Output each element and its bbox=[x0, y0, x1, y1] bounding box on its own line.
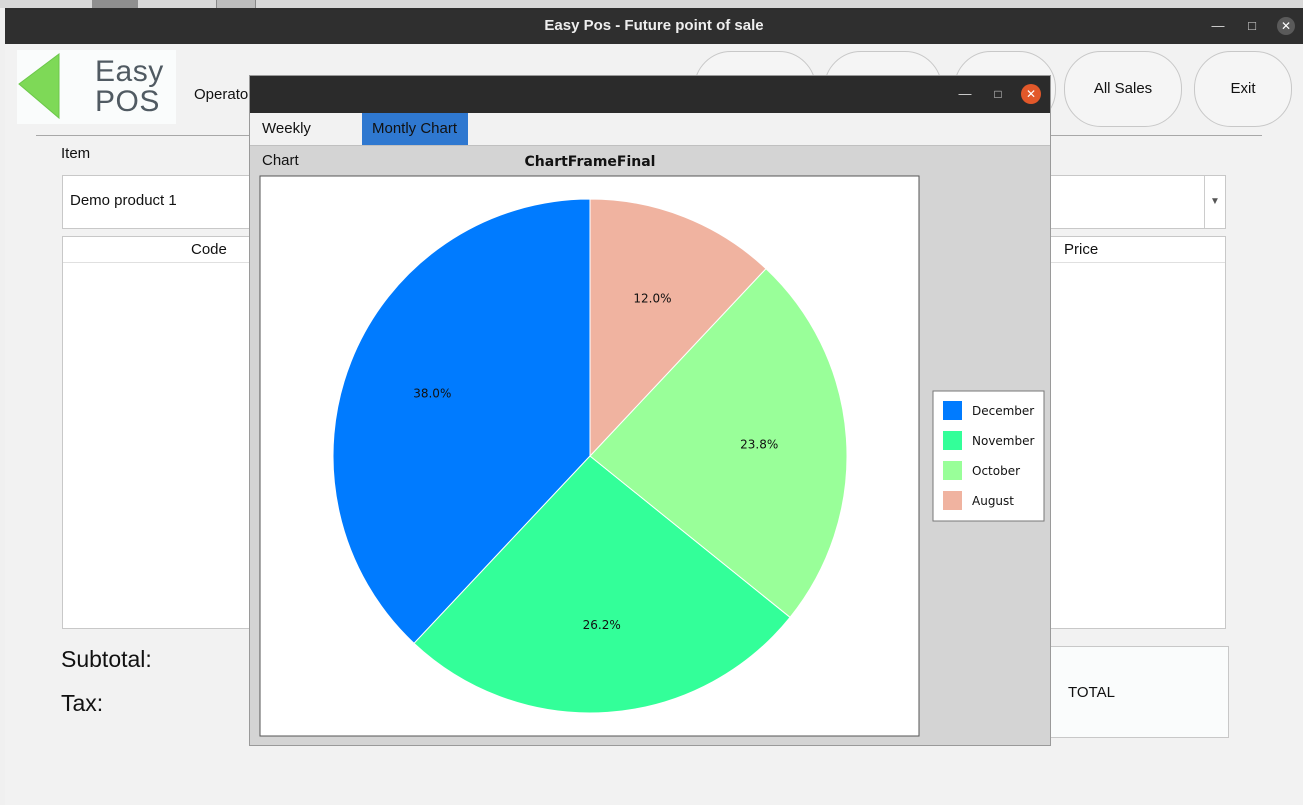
tab-monthly-chart[interactable]: Montly Chart bbox=[362, 113, 468, 145]
legend-swatch-november bbox=[943, 431, 962, 450]
tab-weekly-chart[interactable]: Weekly Chart bbox=[262, 120, 311, 169]
close-icon[interactable]: ✕ bbox=[1277, 17, 1295, 35]
subtotal-label: Subtotal: bbox=[61, 646, 152, 672]
legend-label-october: October bbox=[972, 464, 1020, 478]
legend-label-december: December bbox=[972, 404, 1034, 418]
window-titlebar[interactable]: Easy Pos - Future point of sale — □ ✕ bbox=[5, 8, 1303, 44]
legend-swatch-october bbox=[943, 461, 962, 480]
total-box: TOTAL bbox=[1046, 646, 1229, 738]
tax-label: Tax: bbox=[61, 690, 104, 716]
chevron-down-icon[interactable]: ▼ bbox=[1204, 176, 1225, 228]
item-label: Item bbox=[61, 145, 91, 162]
app-logo: Easy POS bbox=[17, 50, 176, 124]
legend-swatch-december bbox=[943, 401, 962, 420]
column-header-price[interactable]: Price bbox=[1064, 241, 1099, 258]
column-header-code[interactable]: Code bbox=[191, 241, 227, 258]
pie-slices bbox=[332, 198, 848, 714]
chart-dialog: — □ ✕ Weekly Chart Montly Chart ChartFra… bbox=[249, 75, 1051, 746]
chart-title: ChartFrameFinal bbox=[525, 154, 656, 170]
exit-button[interactable]: Exit bbox=[1194, 51, 1292, 127]
slice-label-october: 23.8% bbox=[740, 437, 778, 451]
pie-chart: ChartFrameFinal 38.0% 26.2% 23.8% 12.0% Dec… bbox=[259, 154, 1045, 737]
slice-label-august: 12.0% bbox=[633, 291, 671, 305]
pie-slice-november bbox=[413, 455, 791, 714]
total-label: TOTAL bbox=[1068, 684, 1115, 701]
legend-swatch-august bbox=[943, 491, 962, 510]
desktop-icon[interactable] bbox=[216, 0, 256, 8]
operator-label: Operator bbox=[194, 86, 254, 103]
minimize-icon[interactable]: — bbox=[958, 86, 972, 101]
logo-text-line2: POS bbox=[95, 85, 160, 118]
close-icon[interactable]: ✕ bbox=[1021, 84, 1041, 104]
slice-labels: 38.0% 26.2% 23.8% 12.0% bbox=[413, 291, 778, 632]
minimize-icon[interactable]: — bbox=[1211, 18, 1225, 33]
pie-slice-october bbox=[589, 267, 848, 619]
chart-legend: December November October August bbox=[932, 390, 1045, 522]
maximize-icon[interactable]: □ bbox=[1248, 18, 1256, 33]
slice-label-december: 38.0% bbox=[413, 387, 451, 401]
pie-slice-december bbox=[332, 198, 591, 645]
maximize-icon[interactable]: □ bbox=[994, 87, 1002, 101]
all-sales-button[interactable]: All Sales bbox=[1064, 51, 1182, 127]
window-title: Easy Pos - Future point of sale bbox=[544, 17, 764, 34]
logo-text-line1: Easy bbox=[95, 55, 164, 88]
selected-product: Demo product 1 bbox=[70, 192, 177, 209]
tab-bar: Weekly Chart Montly Chart bbox=[250, 113, 1050, 169]
slice-label-november: 26.2% bbox=[583, 618, 621, 632]
dialog-titlebar[interactable]: — □ ✕ bbox=[250, 76, 1050, 113]
pie-slice-august bbox=[589, 198, 767, 458]
legend-label-august: August bbox=[972, 494, 1014, 508]
legend-label-november: November bbox=[972, 434, 1034, 448]
desktop-icon[interactable] bbox=[92, 0, 138, 8]
desktop-strip bbox=[0, 0, 1303, 8]
